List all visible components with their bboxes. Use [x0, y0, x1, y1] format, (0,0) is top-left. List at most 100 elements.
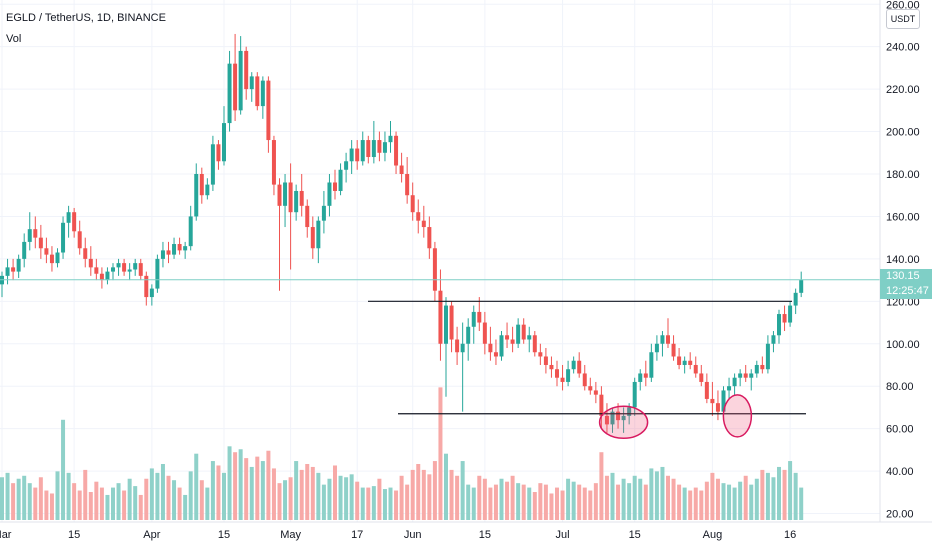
volume-bar	[704, 481, 709, 520]
candle	[183, 241, 188, 259]
volume-bar	[233, 452, 238, 520]
volume-bar	[571, 481, 576, 520]
currency-selector[interactable]: USDT	[886, 9, 920, 29]
candle-body	[610, 411, 615, 425]
candle-body	[643, 373, 648, 378]
candle-body	[510, 339, 515, 344]
price-tick-label: 100.00	[886, 339, 920, 351]
candle	[760, 356, 765, 374]
candle	[466, 318, 471, 361]
candle-body	[244, 50, 249, 90]
candle-body	[616, 411, 621, 421]
candle	[72, 207, 77, 238]
candle-body	[421, 220, 426, 228]
candle-body	[727, 386, 732, 391]
candle	[122, 258, 127, 276]
candle	[788, 301, 793, 327]
candle-body	[427, 227, 432, 249]
volume-bar	[677, 484, 682, 520]
time-axis[interactable]: Mar 15 Apr 15 May 17 Jun 15 Jul 15 Aug 16	[0, 529, 796, 541]
candle	[405, 157, 410, 204]
candle-body	[166, 250, 171, 255]
volume-bar	[699, 490, 704, 520]
candle	[449, 301, 454, 353]
candle-body	[432, 248, 437, 291]
candle	[188, 205, 193, 251]
volume-bar	[105, 494, 110, 520]
volume-bar	[155, 472, 160, 520]
volume-bar	[27, 483, 32, 520]
volume-bar	[444, 453, 448, 520]
volume-bar	[321, 484, 326, 520]
volume-bar	[788, 461, 793, 520]
candle	[344, 152, 349, 183]
candle-body	[399, 165, 404, 174]
candle	[421, 205, 426, 238]
volume-bar	[77, 490, 82, 520]
volume-bar	[388, 487, 393, 520]
volume-indicator-label[interactable]: Vol	[6, 33, 22, 45]
candle	[288, 163, 293, 270]
candle-body	[582, 373, 587, 387]
volume-bar	[366, 487, 371, 520]
price-tick-label: 40.00	[886, 466, 914, 478]
volume-bar	[799, 487, 804, 520]
volume-bar	[505, 481, 510, 520]
price-axis[interactable]: 260.00 240.00 220.00 200.00 180.00 160.00 140.…	[886, 0, 920, 521]
volume-bar	[482, 478, 487, 520]
candle	[521, 318, 526, 344]
candle-body	[305, 205, 310, 228]
candle	[416, 199, 421, 234]
candle-body	[183, 246, 188, 251]
volume-bar	[61, 419, 66, 520]
candle	[355, 140, 360, 170]
candle-body	[222, 123, 226, 162]
time-tick-label: 15	[218, 529, 230, 541]
candle	[199, 167, 204, 204]
candle-body	[621, 415, 626, 421]
volume-bar	[127, 478, 132, 520]
volume-bar	[333, 465, 337, 520]
volume-bar	[271, 468, 276, 520]
volume-bar	[277, 483, 282, 520]
volume-bar	[621, 478, 626, 520]
volume-bar	[55, 471, 60, 520]
candle-body	[349, 148, 354, 162]
volume-bar	[715, 478, 720, 520]
candle-body	[593, 390, 598, 395]
bottom-highlight-ellipse[interactable]	[598, 405, 649, 440]
volume-bar	[222, 472, 226, 520]
candle	[244, 46, 249, 100]
candle	[577, 352, 582, 378]
candle-body	[704, 381, 709, 399]
candle-body	[688, 360, 693, 365]
candle	[277, 178, 282, 291]
volume-bar	[632, 475, 637, 520]
candle-body	[477, 311, 482, 323]
candle	[5, 258, 10, 285]
volume-bar	[510, 475, 515, 520]
candle	[599, 386, 604, 429]
volume-bar	[627, 483, 632, 520]
price-tick-label: 220.00	[886, 84, 920, 96]
candle	[210, 135, 215, 191]
candle-body	[172, 244, 177, 255]
candle-body	[405, 174, 410, 196]
candle	[61, 216, 66, 259]
candle-body	[83, 248, 88, 259]
last-price-label: 130.15	[880, 269, 932, 284]
volume-bar	[11, 483, 16, 520]
volume-bar	[693, 487, 698, 520]
bottom-highlight-ellipse[interactable]	[722, 394, 753, 438]
candle-body	[99, 273, 104, 281]
volume-bar	[549, 493, 554, 520]
candle	[471, 305, 476, 344]
candle	[66, 205, 71, 238]
volume-bar	[560, 490, 565, 520]
price-tick-label: 80.00	[886, 381, 914, 393]
candle	[738, 369, 743, 387]
candle-body	[532, 335, 537, 353]
candle	[44, 237, 49, 264]
candle-body	[188, 216, 193, 247]
